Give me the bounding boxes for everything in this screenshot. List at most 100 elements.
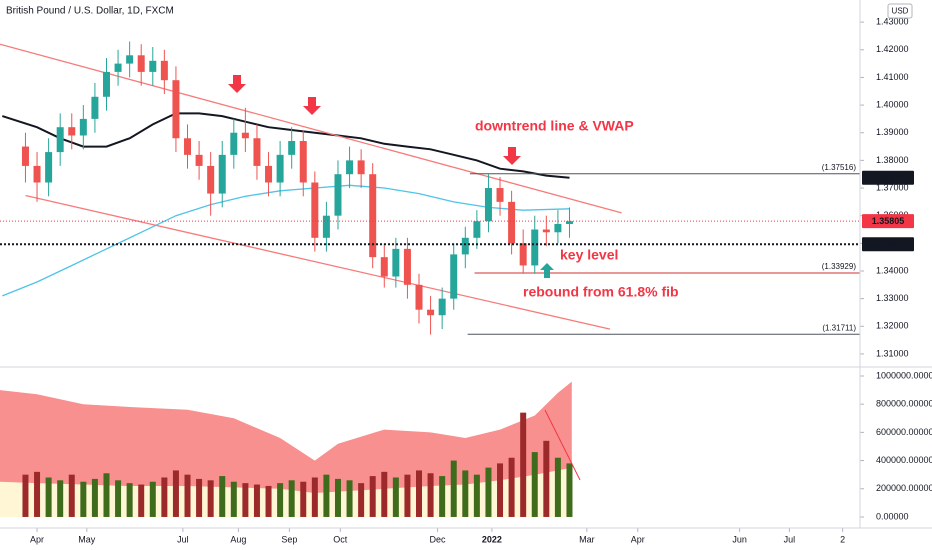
candle-body [415,284,423,310]
candle-body [369,174,377,258]
candle-body [79,118,87,136]
y-tick-label: 1.33000 [876,293,909,303]
candle-body [21,146,29,166]
volume-bar [404,474,411,517]
candle-body [56,127,64,153]
volume-bar [219,476,226,517]
candle-body [149,60,157,72]
volume-trendline [544,409,581,481]
candle-body [461,237,469,255]
volume-bar [473,474,480,517]
volume-bar [242,483,249,517]
candle-body [334,174,342,216]
volume-bar [416,470,423,517]
volume-bar [34,471,41,517]
arrow-down [503,147,521,165]
price-label-box [862,237,914,252]
volume-bar [311,477,318,517]
candle-body [484,188,492,222]
arrow-up [540,263,554,278]
x-tick-label: Mar [579,534,595,544]
volume-bar [126,483,133,517]
level-label: (1.37516) [822,163,857,172]
candle-body [91,96,99,119]
annotation: key level [560,247,618,263]
volume-bar [520,412,527,517]
volume-bar [462,470,469,517]
arrow-down [303,97,321,115]
candle-body [230,132,238,155]
candle-body [565,221,573,224]
y-tick-label: 1.41000 [876,72,909,82]
y-tick-label: 1.37000 [876,182,909,192]
volume-bar [22,474,29,517]
volume-bar [508,457,515,517]
volume-bar [346,480,353,517]
volume-bar [554,457,561,517]
candle-body [207,165,215,194]
x-tick-label: Oct [333,534,348,544]
y-tick-label: 1.40000 [876,99,909,109]
volume-bar [543,440,550,517]
volume-bar [358,483,365,517]
volume-bar [265,485,272,517]
y-tick-label: 800000.00000 [876,399,932,409]
candle-body [45,152,53,183]
candle-body [195,154,203,166]
volume-bar [392,477,399,517]
volume-bar [91,478,98,517]
volume-bar [57,480,64,517]
overlay-line [25,194,611,330]
x-tick-label: Jun [732,534,747,544]
candle-body [496,188,504,202]
candle-body [450,254,458,299]
currency: USD [892,7,909,16]
candle-body [542,229,550,233]
y-tick-label: 1.38000 [876,155,909,165]
y-tick-label: 0.00000 [876,511,909,521]
y-tick-label: 1.32000 [876,321,909,331]
volume-bar [80,481,87,517]
y-tick-label: 1.42000 [876,44,909,54]
candle-body [265,165,273,183]
volume-bar [103,473,110,517]
volume-bar [288,480,295,517]
y-tick-label: 1.39000 [876,127,909,137]
volume-bar [497,463,504,517]
candle-body [253,138,261,166]
candle-body [299,141,307,183]
chart-title: British Pound / U.S. Dollar, 1D, FXCM [6,6,174,17]
volume-bar [531,452,538,517]
plot: 1.310001.320001.330001.340001.350001.360… [0,16,932,544]
y-tick-label: 1.43000 [876,16,909,26]
y-tick-label: 400000.00000 [876,455,932,465]
x-tick-label: May [78,534,96,544]
x-tick-label: Sep [281,534,297,544]
candle-body [554,223,562,233]
x-tick-label: Jul [177,534,189,544]
volume-bar [45,477,52,517]
candle-body [160,60,168,81]
y-tick-label: 200000.00000 [876,483,932,493]
y-tick-label: 1.31000 [876,348,909,358]
x-tick-label: Apr [631,534,645,544]
candle-body [102,71,110,97]
annotation: rebound from 61.8% fib [523,284,679,300]
volume-bar [68,474,75,517]
volume-bar [253,484,260,517]
candle-body [172,80,180,139]
candle-body [114,63,122,72]
volume-bar [485,467,492,517]
volume-bar [196,478,203,517]
candle-body [357,160,365,175]
x-tick-label: 2022 [482,534,502,544]
candle-body [403,248,411,285]
candle-body [126,55,134,64]
volume-bar [161,477,168,517]
level-label: (1.31711) [822,323,856,332]
price-label: 1.35805 [872,216,905,226]
candle-body [137,55,145,72]
volume-bar [277,483,284,517]
price-label-box [862,214,914,229]
